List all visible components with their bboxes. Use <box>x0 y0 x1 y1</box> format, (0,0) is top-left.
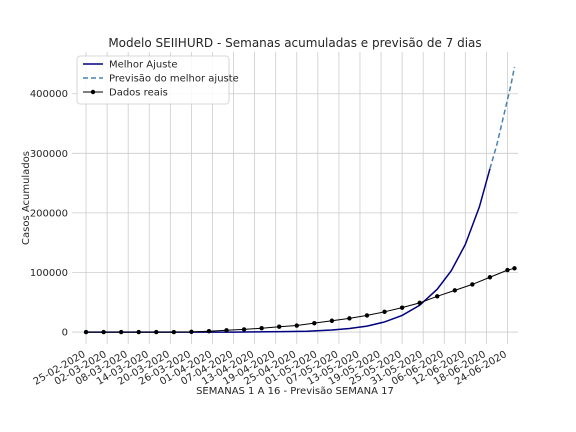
legend-label-dados-reais: Dados reais <box>109 88 168 99</box>
data-point <box>206 328 212 334</box>
data-point <box>277 324 282 329</box>
legend-label-previsao: Previsão do melhor ajuste <box>109 74 239 85</box>
data-point <box>294 323 299 328</box>
y-tick-label: 0 <box>62 328 68 339</box>
data-point <box>399 305 405 310</box>
y-tick-label: 300000 <box>30 149 68 160</box>
data-point <box>470 282 475 287</box>
legend-marker-dados-reais <box>90 89 96 95</box>
data-point <box>452 288 457 293</box>
data-point <box>189 329 194 335</box>
data-point <box>259 326 264 331</box>
data-point <box>118 329 124 335</box>
legend-label-melhor-ajuste: Melhor Ajuste <box>109 60 178 71</box>
x-axis-label: SEMANAS 1 A 16 - Previsão SEMANA 17 <box>196 386 394 397</box>
data-point <box>417 300 422 306</box>
y-tick-label: 400000 <box>30 89 68 100</box>
data-point <box>364 313 370 318</box>
data-point <box>101 329 106 335</box>
y-tick-label: 100000 <box>30 268 68 279</box>
data-point <box>241 327 247 332</box>
y-tick-label: 200000 <box>30 208 68 219</box>
data-point <box>136 329 141 335</box>
data-point <box>382 309 387 315</box>
data-point <box>224 328 229 333</box>
data-point <box>512 266 517 271</box>
data-point <box>171 329 177 335</box>
data-point <box>487 275 493 280</box>
series-layer <box>83 66 517 335</box>
y-tick-labels: 0 100000 200000 300000 400000 <box>30 89 68 338</box>
legend: Melhor Ajuste Previsão do melhor ajuste … <box>76 55 239 105</box>
data-point <box>312 320 317 326</box>
data-point <box>435 294 440 299</box>
series-line-1 <box>489 66 516 170</box>
x-tick-labels: 25-02-202002-03-202008-03-202014-03-2020… <box>32 349 509 388</box>
chart-title: Modelo SEIIHURD - Semanas acumuladas e p… <box>108 36 481 50</box>
data-point <box>329 318 335 323</box>
data-point <box>154 329 159 335</box>
data-point <box>347 316 352 321</box>
data-point <box>83 329 89 335</box>
data-point <box>505 267 510 273</box>
legend-box <box>76 55 230 105</box>
y-axis-label: Casos Acumulados <box>21 151 32 245</box>
series-line-2 <box>86 267 515 333</box>
